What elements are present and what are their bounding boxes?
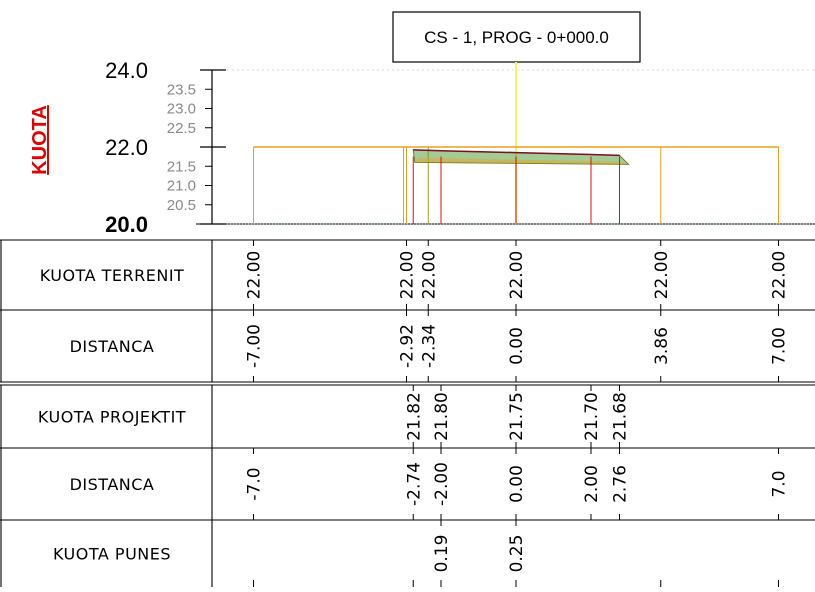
row-value: 22.00 [398, 251, 418, 300]
row-value: 7.00 [770, 327, 790, 365]
row-value: 22.00 [419, 251, 439, 300]
row-value: -2.34 [419, 324, 439, 368]
y-tick-label-minor: 23.0 [167, 101, 196, 118]
row-value: 2.76 [611, 465, 631, 503]
row-value: 0.19 [432, 535, 452, 573]
section-title: CS - 1, PROG - 0+000.0 [424, 28, 609, 47]
title-box [392, 11, 641, 63]
row-value: 2.00 [582, 465, 602, 503]
row-value: 22.00 [770, 251, 790, 300]
project-sublayer [414, 157, 629, 165]
row-value: 21.82 [404, 392, 424, 441]
row-value: -7.0 [245, 467, 265, 500]
row-value: 22.00 [245, 251, 265, 300]
row-value: 21.70 [582, 392, 602, 441]
row-value: 0.00 [507, 327, 527, 365]
row-value: -2.74 [404, 462, 424, 506]
row-value: 7.0 [770, 470, 790, 497]
y-tick-label-minor: 23.5 [167, 81, 196, 98]
y-tick-label-minor: 22.5 [167, 120, 196, 137]
row-value: -2.00 [432, 462, 452, 506]
row-value: 21.68 [611, 392, 631, 441]
project-line [413, 149, 620, 157]
data-table: KUOTA TERRENIT 22.00 22.00 22.00 22.00 22.00 2… [0, 239, 815, 587]
row-value: -7.00 [245, 324, 265, 368]
y-axis-label: KUOTA [29, 105, 51, 175]
row-value: 22.00 [652, 251, 672, 300]
row-value: -2.92 [398, 324, 418, 368]
row-label: KUOTA TERRENIT [40, 266, 185, 285]
row-value: 0.25 [507, 535, 527, 573]
row-value: 21.80 [432, 392, 452, 441]
row-value: 3.86 [652, 327, 672, 365]
plot-area: 24.0 22.0 20.0 23.5 23.0 22.5 21.5 21.0 20.5 [105, 58, 815, 237]
y-tick-label-major: 22.0 [105, 135, 148, 160]
y-tick-label-major: 24.0 [105, 58, 148, 83]
y-tick-label-major: 20.0 [105, 212, 148, 237]
row-value: 0.00 [507, 465, 527, 503]
y-tick-label-minor: 21.5 [167, 158, 196, 175]
y-tick-label-minor: 20.5 [167, 197, 196, 214]
y-tick-label-minor: 21.0 [167, 178, 196, 195]
row-label: KUOTA PUNES [53, 545, 171, 564]
row-label: DISTANCA [70, 337, 155, 356]
row-value: 22.00 [507, 251, 527, 300]
row-value: 21.75 [507, 392, 527, 441]
row-label: KUOTA PROJEKTIT [38, 408, 186, 427]
row-label: DISTANCA [70, 475, 155, 494]
